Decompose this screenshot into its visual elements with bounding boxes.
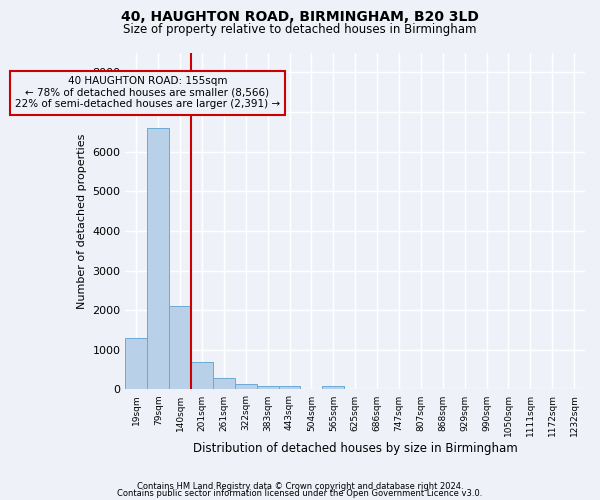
Text: 40 HAUGHTON ROAD: 155sqm
← 78% of detached houses are smaller (8,566)
22% of sem: 40 HAUGHTON ROAD: 155sqm ← 78% of detach…	[15, 76, 280, 110]
Bar	[278, 386, 301, 390]
Text: Contains public sector information licensed under the Open Government Licence v3: Contains public sector information licen…	[118, 490, 482, 498]
Text: 40, HAUGHTON ROAD, BIRMINGHAM, B20 3LD: 40, HAUGHTON ROAD, BIRMINGHAM, B20 3LD	[121, 10, 479, 24]
Text: Contains HM Land Registry data © Crown copyright and database right 2024.: Contains HM Land Registry data © Crown c…	[137, 482, 463, 491]
Text: Size of property relative to detached houses in Birmingham: Size of property relative to detached ho…	[123, 22, 477, 36]
Bar	[257, 386, 278, 390]
Bar	[148, 128, 169, 390]
X-axis label: Distribution of detached houses by size in Birmingham: Distribution of detached houses by size …	[193, 442, 518, 455]
Bar	[125, 338, 148, 390]
Bar	[191, 362, 213, 390]
Bar	[235, 384, 257, 390]
Bar	[213, 378, 235, 390]
Bar	[169, 306, 191, 390]
Y-axis label: Number of detached properties: Number of detached properties	[77, 134, 87, 308]
Bar	[322, 386, 344, 390]
